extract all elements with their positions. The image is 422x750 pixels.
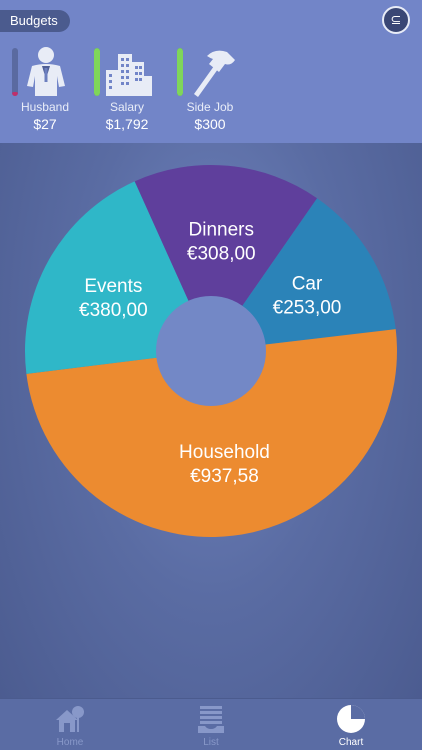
tab-list[interactable]: List (176, 699, 246, 750)
donut-hole (156, 296, 266, 406)
budgets-title[interactable]: Budgets (0, 10, 70, 32)
budget-level-bar (177, 48, 183, 96)
slice-label: Dinners (189, 219, 254, 240)
slice-label: Events (84, 276, 142, 297)
tab-chart[interactable]: Chart (316, 699, 386, 750)
pie-slice-dinners[interactable] (134, 165, 318, 351)
budget-name: Husband (20, 100, 70, 114)
slice-value: €308,00 (187, 243, 256, 264)
budget-salary[interactable]: Salary $1,792 (94, 46, 174, 136)
slice-label: Household (179, 442, 270, 463)
tab-label: Chart (338, 737, 364, 748)
tab-bar: Home List Chart (0, 698, 422, 750)
buildings-icon (106, 54, 152, 96)
spending-chart: Dinners €308,00 Car €253,00 Household €937,58… (0, 143, 422, 698)
pie-slice-car[interactable] (211, 198, 396, 351)
list-icon (198, 706, 224, 733)
person-icon (27, 47, 65, 96)
tab-label: List (203, 737, 219, 748)
settings-button[interactable]: ⊆ (382, 6, 410, 34)
budget-amount: $1,792 (105, 116, 149, 132)
tab-home[interactable]: Home (35, 699, 105, 750)
budget-name: Salary (109, 100, 144, 114)
budget-amount: $27 (33, 116, 57, 132)
budget-name: Side Job (186, 100, 234, 114)
slice-value: €937,58 (190, 466, 259, 487)
home-icon (56, 706, 84, 732)
tab-label: Home (56, 737, 84, 748)
pie-slice-household[interactable] (26, 329, 397, 537)
budget-level-bar (12, 48, 18, 96)
hammer-icon (194, 50, 235, 97)
budget-husband[interactable]: Husband $27 (12, 46, 92, 136)
budgets-header: Budgets ⊆ Husband $27 (0, 0, 422, 143)
budget-side-job[interactable]: Side Job $300 (177, 46, 257, 136)
budget-amount: $300 (194, 116, 226, 132)
donut-chart: Dinners €308,00 Car €253,00 Household €937,58… (24, 165, 397, 537)
slice-label: Car (292, 273, 323, 294)
slice-value: €253,00 (273, 297, 342, 318)
budget-level-bar (94, 48, 100, 96)
slice-value: €380,00 (79, 300, 148, 321)
pie-chart-icon (337, 705, 365, 733)
